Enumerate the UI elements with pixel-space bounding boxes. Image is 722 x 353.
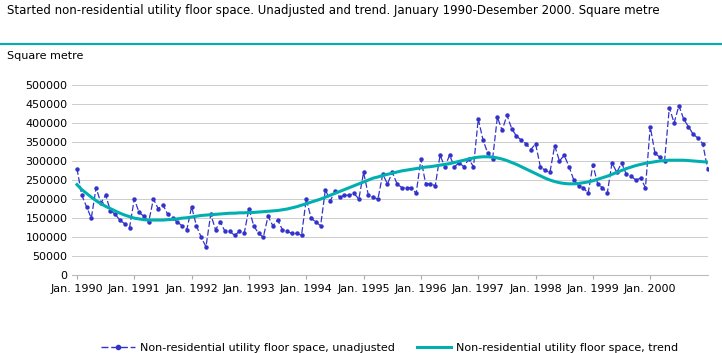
Text: Started non-residential utility floor space. Unadjusted and trend. January 1990-: Started non-residential utility floor sp… bbox=[7, 4, 660, 17]
Legend: Non-residential utility floor space, unadjusted, Non-residential utility floor s: Non-residential utility floor space, una… bbox=[97, 339, 683, 353]
Text: Square metre: Square metre bbox=[7, 51, 84, 61]
